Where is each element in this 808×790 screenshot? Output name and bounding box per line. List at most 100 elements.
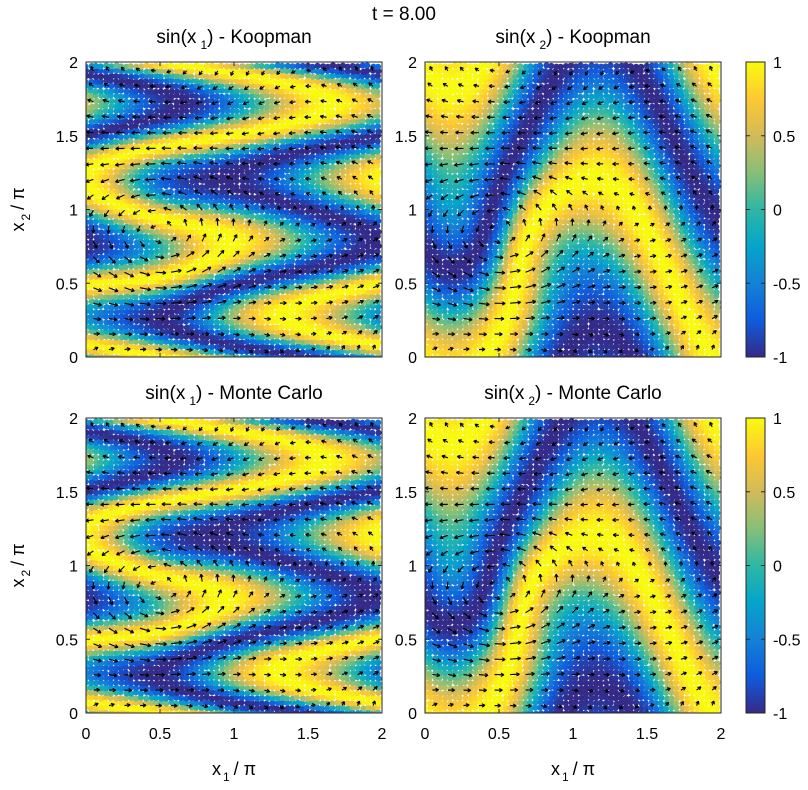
- scatter-point: [324, 273, 331, 280]
- scatter-point: [340, 339, 347, 346]
- scatter-point: [228, 148, 235, 155]
- scatter-point: [173, 127, 180, 134]
- scatter-point: [173, 304, 180, 311]
- scatter-point: [103, 168, 110, 175]
- scatter-point: [334, 203, 341, 210]
- scatter-point: [364, 123, 371, 130]
- scatter-point: [335, 103, 342, 110]
- scatter-point: [103, 253, 110, 260]
- scatter-point: [188, 293, 195, 300]
- scatter-point: [203, 208, 210, 215]
- scatter-point: [344, 168, 351, 175]
- scatter-point: [370, 73, 377, 80]
- scatter-point: [218, 82, 225, 89]
- scatter-point: [328, 118, 336, 125]
- scatter-point: [88, 273, 95, 280]
- scatter-point: [293, 117, 300, 125]
- scatter-point: [224, 219, 231, 226]
- scatter-point: [638, 308, 645, 315]
- scatter-point: [168, 293, 175, 300]
- scatter-point: [369, 193, 376, 200]
- scatter-point: [113, 334, 120, 341]
- scatter-point: [304, 183, 311, 190]
- scatter-point: [92, 73, 100, 80]
- scatter-point: [258, 138, 265, 145]
- scatter-point: [228, 168, 235, 175]
- scatter-point: [329, 273, 336, 280]
- scatter-point: [122, 123, 129, 130]
- scatter-point: [102, 183, 110, 190]
- scatter-point: [288, 233, 295, 240]
- scatter-point: [268, 92, 276, 99]
- scatter-point: [329, 62, 337, 69]
- scatter-point: [426, 294, 433, 301]
- scatter-point: [133, 143, 140, 150]
- scatter-point: [108, 67, 115, 74]
- scatter-point: [268, 68, 275, 75]
- scatter-point: [87, 163, 94, 170]
- scatter-point: [288, 308, 295, 315]
- scatter-point: [173, 264, 180, 271]
- scatter-point: [264, 188, 271, 195]
- scatter-point: [198, 193, 205, 200]
- scatter-point: [328, 243, 336, 250]
- scatter-point: [138, 304, 146, 311]
- scatter-point: [263, 338, 270, 346]
- scatter-point: [333, 344, 341, 351]
- scatter-point: [223, 213, 230, 220]
- scatter-point: [203, 229, 210, 236]
- scatter-point: [123, 88, 130, 95]
- scatter-point: [208, 178, 216, 185]
- scatter-point: [354, 93, 361, 100]
- scatter-point: [369, 354, 376, 357]
- scatter-point: [248, 319, 255, 326]
- scatter-point: [259, 334, 266, 341]
- scatter-point: [153, 308, 160, 315]
- scatter-point: [374, 349, 381, 356]
- scatter-point: [86, 213, 89, 220]
- scatter-point: [153, 319, 160, 326]
- scatter-point: [203, 73, 210, 80]
- scatter-point: [258, 183, 265, 190]
- scatter-point: [173, 339, 180, 346]
- scatter-point: [319, 289, 326, 296]
- scatter-point: [319, 148, 326, 156]
- scatter-point: [239, 183, 246, 190]
- scatter-point: [289, 172, 296, 180]
- scatter-point: [86, 118, 89, 125]
- scatter-point: [299, 198, 306, 205]
- scatter-point: [583, 304, 590, 311]
- scatter-point: [288, 93, 295, 100]
- scatter-point: [229, 263, 236, 270]
- scatter-point: [138, 203, 145, 210]
- scatter-point: [108, 148, 115, 156]
- scatter-point: [208, 348, 215, 356]
- scatter-point: [284, 243, 291, 250]
- scatter-point: [360, 188, 367, 195]
- scatter-point: [108, 304, 115, 311]
- scatter-point: [213, 308, 220, 316]
- scatter-point: [343, 77, 351, 84]
- scatter-point: [254, 324, 261, 331]
- scatter-point: [213, 137, 220, 144]
- scatter-point: [203, 62, 210, 69]
- scatter-point: [304, 208, 312, 215]
- scatter-point: [284, 313, 291, 320]
- scatter-point: [239, 309, 246, 316]
- scatter-point: [653, 319, 660, 326]
- scatter-point: [158, 63, 165, 70]
- scatter-point: [163, 303, 170, 310]
- scatter-point: [108, 223, 115, 230]
- scatter-point: [298, 83, 305, 90]
- scatter-point: [123, 293, 130, 300]
- scatter-point: [329, 168, 336, 175]
- scatter-point: [349, 278, 356, 285]
- scatter-point: [274, 338, 281, 345]
- scatter-point: [113, 233, 120, 241]
- scatter-point: [223, 123, 230, 130]
- scatter-point: [224, 103, 231, 111]
- scatter-point: [167, 273, 174, 280]
- scatter-point: [223, 78, 230, 85]
- scatter-point: [153, 334, 160, 341]
- scatter-point: [298, 188, 305, 195]
